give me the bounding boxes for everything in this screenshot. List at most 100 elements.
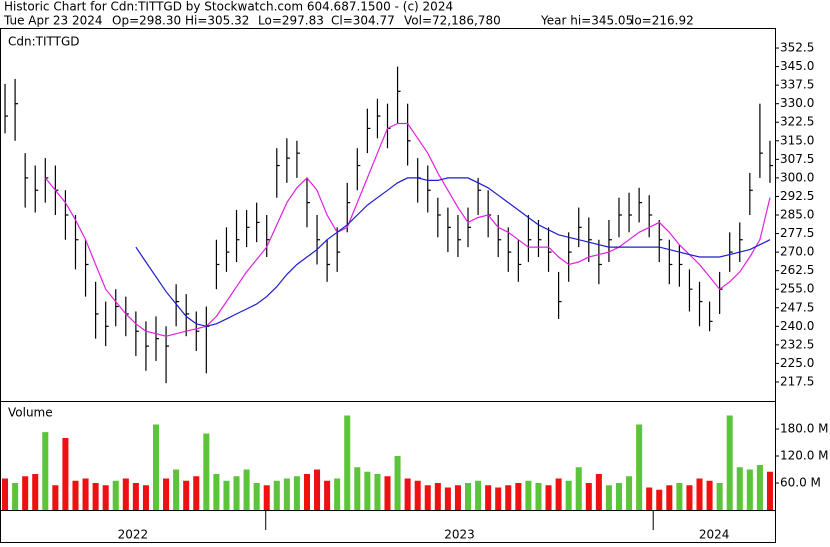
- symbol-label: Cdn:TITTGD: [8, 35, 80, 49]
- volume-bar: [656, 489, 663, 510]
- volume-bar: [283, 478, 290, 510]
- volume-bar: [273, 480, 280, 510]
- volume-bar: [314, 469, 321, 510]
- volume-bar: [173, 469, 180, 510]
- volume-bar: [324, 480, 331, 510]
- volume-bar: [42, 432, 49, 510]
- volume-bar: [112, 480, 119, 510]
- quote-line: Tue Apr 23 2024 Op=298.30 Hi=305.32 Lo=297.…: [3, 14, 694, 28]
- price-panel: [0, 28, 776, 402]
- y-tick-label: 345.0: [780, 59, 814, 73]
- volume-bar: [636, 424, 643, 510]
- volume-bar: [92, 483, 99, 510]
- volume-bar: [434, 483, 441, 510]
- y-tick-label: 322.5: [780, 115, 814, 129]
- quote-item: Hi=305.32: [185, 14, 249, 28]
- v-tick-label: 60.0 M: [780, 476, 821, 490]
- volume-bar: [384, 476, 391, 510]
- volume-bar: [62, 438, 69, 510]
- volume-bar: [485, 485, 492, 510]
- quote-item: Year hi=345.05: [540, 14, 633, 28]
- y-tick-label: 240.0: [780, 319, 814, 333]
- volume-bar: [102, 485, 109, 510]
- quote-item: lo=216.92: [631, 14, 694, 28]
- volume-bar: [122, 478, 129, 510]
- y-tick-label: 247.5: [780, 300, 814, 314]
- volume-bar: [515, 483, 522, 510]
- y-tick-label: 255.0: [780, 282, 814, 296]
- volume-bar: [193, 476, 200, 510]
- volume-bar: [132, 483, 139, 510]
- volume-bar: [22, 476, 29, 510]
- y-tick-label: 307.5: [780, 152, 814, 166]
- y-tick-label: 352.5: [780, 41, 814, 55]
- volume-bar: [233, 476, 240, 510]
- volume-bar: [82, 478, 89, 510]
- volume-bar: [666, 485, 673, 510]
- y-tick-label: 262.5: [780, 263, 814, 277]
- volume-bar: [716, 483, 723, 510]
- volume-bar: [766, 471, 773, 510]
- volume-bar: [535, 483, 542, 510]
- volume-bar: [444, 487, 451, 510]
- volume-bar: [414, 480, 421, 510]
- y-tick-label: 315.0: [780, 133, 814, 147]
- volume-bar: [736, 467, 743, 510]
- volume-bar: [203, 433, 210, 510]
- y-tick-label: 232.5: [780, 337, 814, 351]
- volume-bar: [746, 469, 753, 510]
- volume-bar: [756, 465, 763, 510]
- volume-bar: [32, 474, 39, 510]
- volume-bar: [595, 474, 602, 510]
- volume-bar: [525, 480, 532, 510]
- volume-bar: [626, 476, 633, 510]
- volume-bar: [52, 485, 59, 510]
- volume-bar: [505, 485, 512, 510]
- volume-bar: [696, 478, 703, 510]
- volume-bar: [223, 480, 230, 510]
- volume-bar: [334, 478, 341, 510]
- y-tick-label: 285.0: [780, 207, 814, 221]
- y-tick-label: 277.5: [780, 226, 814, 240]
- quote-item: Vol=72,186,780: [404, 14, 501, 28]
- volume-bar: [183, 480, 190, 510]
- volume-bar: [605, 485, 612, 510]
- volume-bar: [686, 485, 693, 510]
- volume-bar: [565, 480, 572, 510]
- volume-bar: [364, 471, 371, 510]
- moving-average: [135, 177, 771, 327]
- y-tick-label: 225.0: [780, 356, 814, 370]
- y-tick-label: 217.5: [780, 374, 814, 388]
- volume-bar: [2, 478, 9, 510]
- quote-item: Lo=297.83: [258, 14, 324, 28]
- quote-item: Cl=304.77: [331, 14, 395, 28]
- volume-bar: [152, 424, 160, 510]
- volume-bar: [354, 467, 361, 510]
- year-label: 2022: [118, 528, 149, 542]
- volume-bar: [263, 485, 270, 510]
- volume-bar: [495, 487, 502, 510]
- year-label: 2023: [444, 528, 475, 542]
- volume-bar: [555, 478, 562, 510]
- volume-bar: [454, 485, 461, 510]
- volume-bar: [12, 483, 19, 510]
- y-tick-label: 270.0: [780, 245, 814, 259]
- volume-label: Volume: [8, 406, 53, 420]
- volume-bar: [243, 469, 250, 510]
- volume-bar: [163, 478, 170, 510]
- chart-title: Historic Chart for Cdn:TITTGD by Stockwa…: [4, 0, 453, 14]
- y-tick-label: 292.5: [780, 189, 814, 203]
- volume-bar: [585, 483, 592, 510]
- quote-item: Tue Apr 23 2024: [3, 14, 103, 28]
- y-tick-label: 330.0: [780, 96, 814, 110]
- volume-bar: [344, 415, 351, 510]
- volume-bar: [575, 467, 582, 510]
- volume-bar: [374, 474, 381, 510]
- volume-bar: [394, 456, 401, 510]
- volume-bar: [646, 487, 653, 510]
- v-tick-label: 120.0 M: [780, 449, 829, 463]
- year-label: 2024: [699, 528, 730, 542]
- volume-bar: [253, 483, 260, 510]
